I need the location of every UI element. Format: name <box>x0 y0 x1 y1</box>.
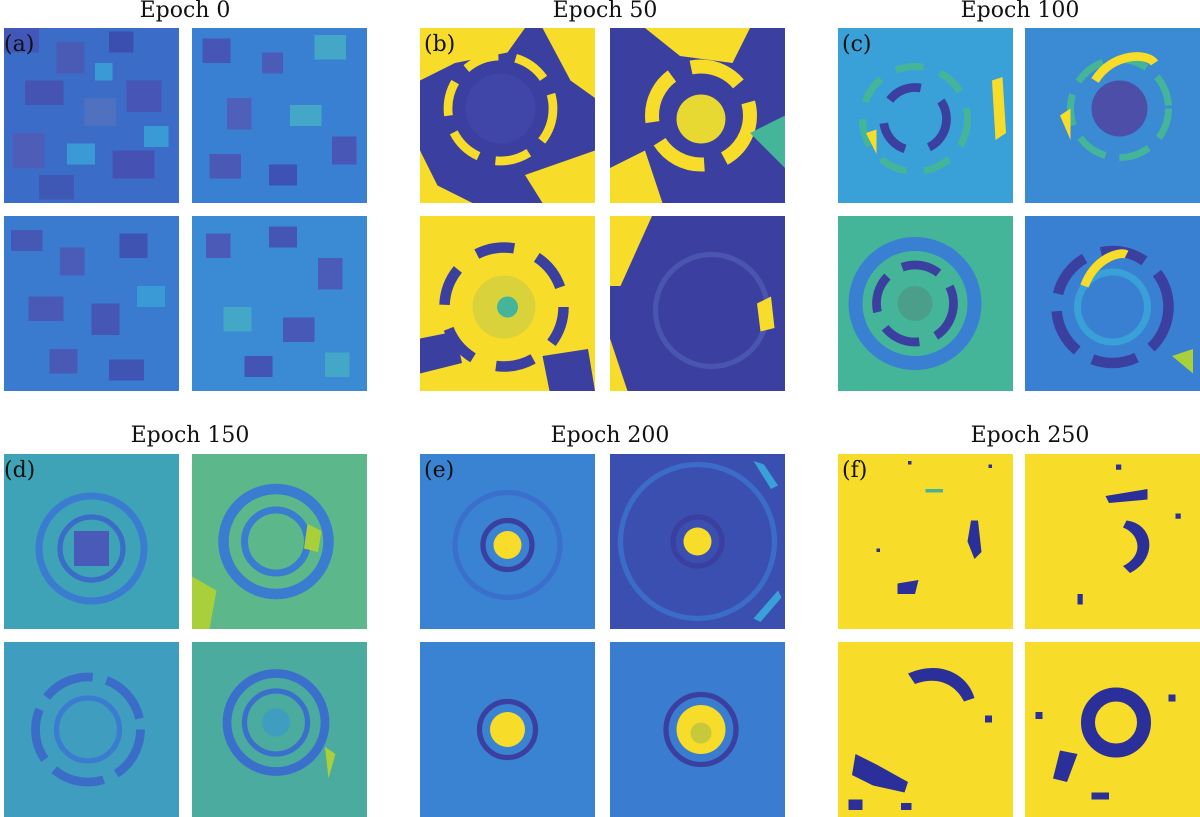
heatmap-tile <box>610 454 785 629</box>
panel-title: Epoch 0 <box>139 0 231 23</box>
panel-label: (d) <box>4 458 36 483</box>
heatmap-tile <box>4 642 179 817</box>
heatmap-tile <box>4 28 179 203</box>
panel-title: Epoch 150 <box>130 423 250 448</box>
heatmap-tile <box>1025 216 1200 391</box>
heatmap-tile <box>192 216 367 391</box>
panel-label: (a) <box>4 32 35 57</box>
heatmap-tile <box>192 642 367 817</box>
panel-title: Epoch 50 <box>552 0 658 23</box>
panel-label: (b) <box>424 32 456 57</box>
heatmap-tile <box>610 216 785 391</box>
panel-label: (c) <box>842 32 872 57</box>
panel-title: Epoch 100 <box>960 0 1080 23</box>
heatmap-tile <box>838 216 1013 391</box>
heatmap-tile <box>838 28 1013 203</box>
heatmap-tile <box>610 642 785 817</box>
heatmap-tile <box>1025 28 1200 203</box>
heatmap-tile <box>420 28 595 203</box>
heatmap-tile <box>610 28 785 203</box>
heatmap-tile <box>1025 454 1200 629</box>
panel-a: Epoch 0 <box>0 0 370 400</box>
heatmap-tile <box>192 454 367 629</box>
heatmap-tile <box>420 642 595 817</box>
heatmap-tile <box>192 28 367 203</box>
heatmap-tile <box>1025 642 1200 817</box>
heatmap-tile <box>4 454 179 629</box>
heatmap-tile <box>838 642 1013 817</box>
heatmap-tile <box>4 216 179 391</box>
panel-label: (e) <box>424 458 455 483</box>
heatmap-tile <box>420 454 595 629</box>
panel-title: Epoch 250 <box>970 423 1090 448</box>
panel-title: Epoch 200 <box>550 423 670 448</box>
heatmap-tile <box>838 454 1013 629</box>
heatmap-tile <box>420 216 595 391</box>
panel-label: (f) <box>842 458 868 483</box>
